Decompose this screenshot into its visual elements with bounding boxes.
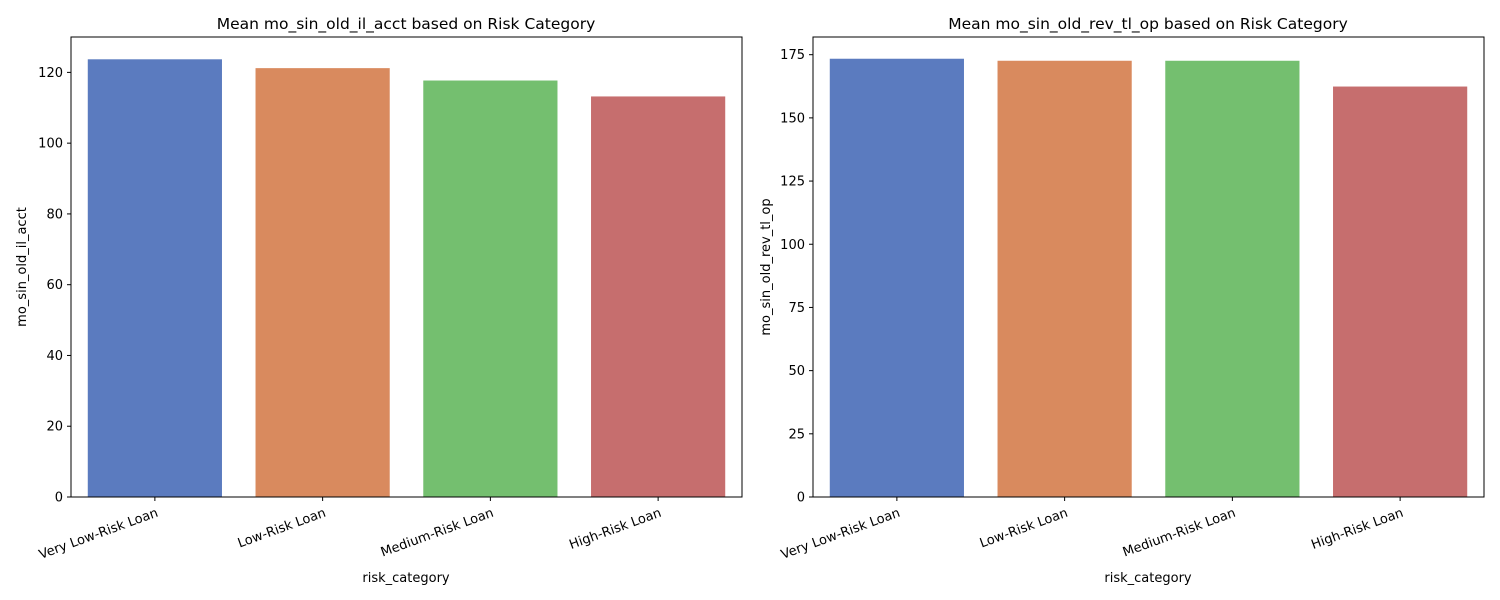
chart-left-y-tick-label: 0 — [55, 491, 63, 506]
chart-right-x-tick-label: Very Low-Risk Loan — [779, 506, 902, 563]
chart-left-x-axis-label: risk_category — [362, 571, 450, 586]
chart-left-y-axis-label: mo_sin_old_il_acct — [15, 207, 30, 327]
chart-right-x-tick-label: Low-Risk Loan — [978, 506, 1070, 552]
chart-left-y-tick-label: 80 — [46, 207, 63, 222]
chart-left-x-tick-label: Very Low-Risk Loan — [37, 506, 160, 563]
chart-right-y-tick-label: 50 — [788, 364, 805, 379]
chart-right-y-tick-label: 0 — [797, 491, 805, 506]
chart-left-x-ticks: Very Low-Risk Loan Low-Risk Loan Medium-Ri… — [37, 497, 663, 563]
chart-right-bar-1 — [997, 60, 1132, 498]
chart-left-y-ticks: 0 20 40 60 80 100 120 — [38, 66, 71, 506]
chart-left-bar-1 — [255, 68, 390, 497]
chart-right-title: Mean mo_sin_old_rev_tl_op based on Risk … — [948, 15, 1348, 34]
chart-right-bars — [829, 58, 1468, 498]
chart-right-x-ticks: Very Low-Risk Loan Low-Risk Loan Medium-Ri… — [779, 497, 1405, 563]
chart-left-bars — [87, 59, 726, 498]
chart-left-y-tick-label: 100 — [38, 137, 63, 152]
chart-left-title: Mean mo_sin_old_il_acct based on Risk Ca… — [217, 15, 596, 34]
chart-right-y-tick-label: 75 — [788, 301, 805, 316]
chart-right-bar-2 — [1165, 60, 1300, 498]
chart-left-y-tick-label: 120 — [38, 66, 63, 81]
chart-left-bar-0 — [87, 59, 222, 498]
chart-left-x-tick-label: Low-Risk Loan — [236, 506, 328, 552]
chart-left-y-tick-label: 20 — [46, 420, 63, 435]
chart-right-y-tick-label: 100 — [780, 238, 805, 253]
chart-left-bar-2 — [423, 80, 558, 498]
chart-right-x-tick-label: High-Risk Loan — [1309, 506, 1405, 553]
chart-right-y-tick-label: 150 — [780, 111, 805, 126]
chart-left-bar-3 — [591, 96, 726, 497]
chart-right: Mean mo_sin_old_rev_tl_op based on Risk … — [759, 15, 1485, 586]
chart-left-x-tick-label: Medium-Risk Loan — [379, 506, 496, 561]
chart-left-x-tick-label: High-Risk Loan — [567, 506, 663, 553]
chart-right-x-axis-label: risk_category — [1104, 571, 1192, 586]
chart-left-frame — [70, 36, 743, 498]
chart-left-y-tick-label: 40 — [46, 349, 63, 364]
chart-right-x-tick-label: Medium-Risk Loan — [1121, 506, 1238, 561]
chart-left: Mean mo_sin_old_il_acct based on Risk Ca… — [15, 15, 743, 586]
chart-right-bar-3 — [1333, 86, 1468, 498]
chart-right-y-ticks: 0 25 50 75 100 125 150 175 — [780, 48, 813, 506]
chart-right-y-tick-label: 25 — [788, 427, 805, 442]
chart-right-bar-0 — [829, 58, 964, 497]
chart-right-y-axis-label: mo_sin_old_rev_tl_op — [759, 198, 774, 335]
chart-right-y-tick-label: 175 — [780, 48, 805, 63]
chart-right-y-tick-label: 125 — [780, 175, 805, 190]
chart-right-frame — [812, 36, 1485, 498]
chart-left-y-tick-label: 60 — [46, 278, 63, 293]
